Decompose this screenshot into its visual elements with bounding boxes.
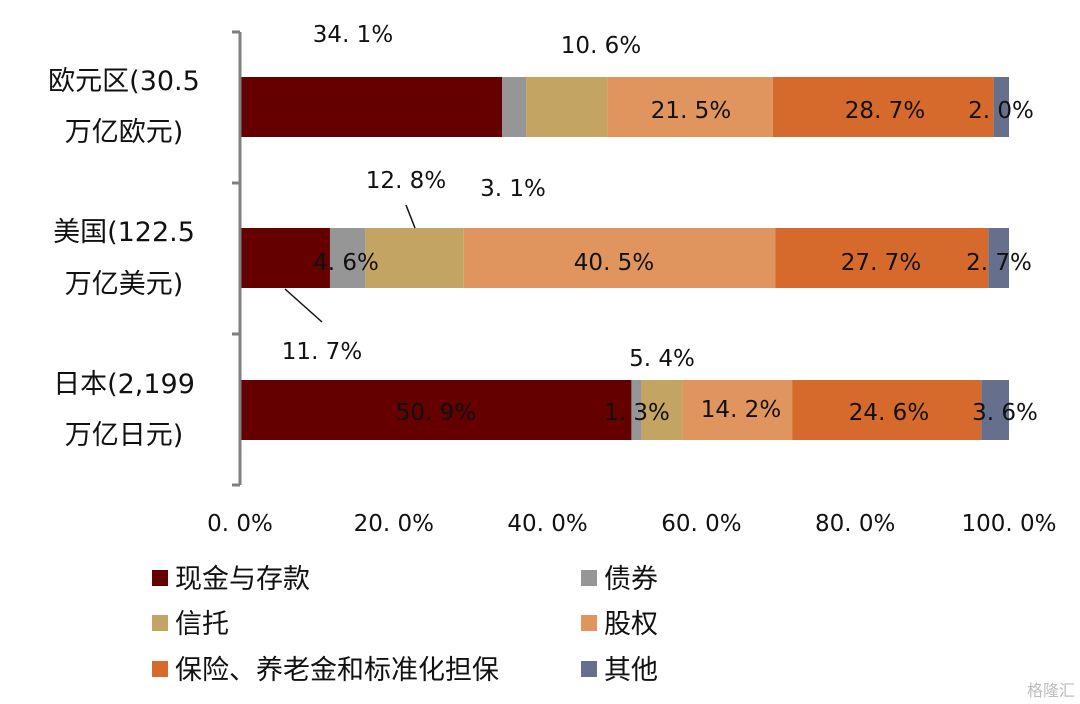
watermark-text: 格隆汇 [1027,681,1075,700]
bar-segment [607,77,773,137]
bar-segment [775,228,989,288]
category-label: 美国(122.5 [53,217,195,248]
data-label: 12. 8% [366,168,446,194]
data-label: 34. 1% [313,22,393,48]
data-label: 5. 4% [629,346,695,372]
legend-label: 保险、养老金和标准化担保 [175,655,499,686]
bar-segment [988,228,1009,288]
data-label: 2. 0% [968,98,1034,124]
bar-segment [772,77,994,137]
bar-segment [240,228,330,288]
data-label: 10. 6% [561,33,641,59]
bar-segment [502,77,527,137]
data-label: 24. 6% [849,400,929,426]
legend-swatch [581,615,597,631]
data-label: 40. 5% [574,250,654,276]
category-label: 万亿欧元) [65,117,184,148]
leader-line [405,204,416,229]
legend-swatch [581,661,597,677]
bar-segment [329,228,366,288]
leader-line [284,288,323,323]
bar-segment [641,380,683,440]
legend-swatch [581,570,597,586]
category-label: 万亿美元) [65,269,184,300]
data-label: 28. 7% [845,98,925,124]
category-label: 万亿日元) [65,420,184,451]
bar-segment [981,380,1009,440]
data-label: 1. 3% [604,400,670,426]
bar-segment [526,77,608,137]
legend-swatch [152,661,168,677]
data-label: 3. 6% [972,400,1038,426]
legend-label: 其他 [604,655,658,686]
category-label: 欧元区(30.5 [48,66,200,97]
data-label: 4. 6% [313,250,379,276]
data-label: 14. 2% [701,397,781,423]
legend-swatch [152,570,168,586]
bar-segment [993,77,1009,137]
data-label: 11. 7% [282,339,362,365]
data-label: 21. 5% [651,98,731,124]
data-label: 27. 7% [841,250,921,276]
legend-label: 信托 [175,609,229,640]
bar-segment [682,380,793,440]
x-tick-label: 60. 0% [661,511,741,537]
data-label: 3. 1% [480,176,546,202]
x-tick-label: 20. 0% [354,511,434,537]
bar-segment [240,380,632,440]
data-label: 2. 7% [966,250,1032,276]
category-label: 日本(2,199 [53,369,195,400]
bar-segment [631,380,642,440]
data-label: 50. 9% [396,400,476,426]
legend-label: 债券 [604,564,658,595]
legend-swatch [152,615,168,631]
bar-segment [365,228,464,288]
x-tick-label: 40. 0% [507,511,587,537]
legend-label: 现金与存款 [175,564,310,595]
legend-label: 股权 [604,609,658,640]
x-tick-label: 80. 0% [815,511,895,537]
bar-segment [792,380,982,440]
bar-segment [240,77,503,137]
x-tick-label: 0. 0% [207,511,273,537]
bar-segment [463,228,776,288]
x-tick-label: 100. 0% [961,511,1056,537]
